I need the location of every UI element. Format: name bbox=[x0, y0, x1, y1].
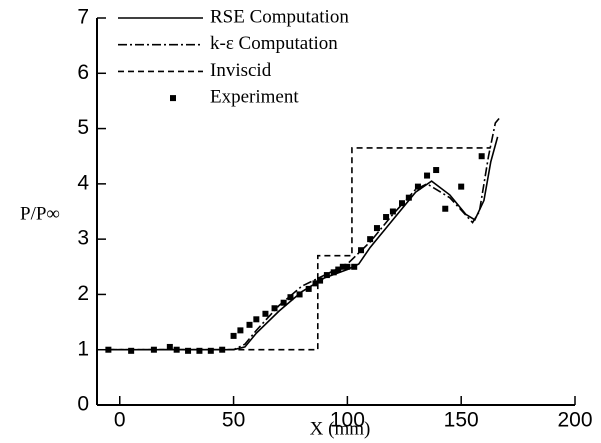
data-point bbox=[271, 305, 278, 312]
data-point bbox=[262, 310, 269, 317]
y-tick-label: 4 bbox=[77, 171, 89, 194]
data-point bbox=[405, 194, 412, 201]
data-point bbox=[237, 327, 244, 334]
x-tick-label: 50 bbox=[222, 409, 245, 432]
series-line bbox=[108, 136, 499, 351]
data-point bbox=[207, 347, 214, 354]
y-axis-label: P/P∞ bbox=[20, 203, 60, 224]
x-tick-label: 150 bbox=[444, 409, 479, 432]
data-point bbox=[351, 263, 358, 270]
legend-label: Experiment bbox=[210, 86, 299, 107]
legend-label: k-ε Computation bbox=[210, 33, 338, 54]
x-tick-label: 0 bbox=[114, 409, 126, 432]
y-tick-label: 3 bbox=[77, 227, 89, 250]
data-point bbox=[335, 266, 342, 273]
data-point bbox=[105, 346, 112, 353]
x-tick-label: 100 bbox=[330, 409, 365, 432]
data-point bbox=[280, 299, 287, 306]
data-point bbox=[458, 183, 465, 190]
data-point bbox=[358, 247, 365, 254]
data-point bbox=[373, 225, 380, 232]
data-point bbox=[150, 346, 157, 353]
data-point bbox=[166, 343, 173, 350]
data-point bbox=[219, 346, 226, 353]
data-point bbox=[287, 294, 294, 301]
y-tick-label: 5 bbox=[77, 116, 89, 139]
data-point bbox=[312, 280, 319, 287]
data-point bbox=[173, 346, 180, 353]
data-point bbox=[185, 347, 192, 354]
data-point bbox=[317, 277, 324, 284]
y-tick-label: 7 bbox=[77, 6, 89, 29]
data-point bbox=[433, 167, 440, 174]
data-point bbox=[305, 285, 312, 292]
data-point bbox=[339, 263, 346, 270]
data-point bbox=[367, 236, 374, 243]
data-point bbox=[296, 291, 303, 298]
y-tick-label: 1 bbox=[77, 337, 89, 360]
data-point bbox=[253, 316, 260, 323]
y-tick-label: 0 bbox=[77, 393, 89, 416]
data-point bbox=[323, 272, 330, 279]
data-point bbox=[389, 208, 396, 215]
series-line bbox=[108, 147, 491, 351]
x-axis-label: X (mm) bbox=[310, 418, 371, 439]
legend-label: RSE Computation bbox=[210, 6, 349, 27]
y-tick-label: 2 bbox=[77, 282, 89, 305]
data-point bbox=[230, 332, 237, 339]
series-line bbox=[108, 117, 501, 351]
data-point bbox=[196, 347, 203, 354]
legend-label: Inviscid bbox=[210, 60, 272, 81]
y-tick-label: 6 bbox=[77, 61, 89, 84]
data-point bbox=[414, 183, 421, 190]
x-tick-label: 200 bbox=[557, 409, 592, 432]
data-point bbox=[399, 200, 406, 207]
data-point bbox=[383, 214, 390, 221]
data-point bbox=[246, 321, 253, 328]
data-point bbox=[478, 153, 485, 160]
data-point bbox=[128, 347, 135, 354]
data-point bbox=[442, 205, 449, 212]
data-point bbox=[344, 263, 351, 270]
data-point bbox=[424, 172, 431, 179]
legend-marker bbox=[170, 95, 176, 102]
data-point bbox=[330, 269, 337, 276]
